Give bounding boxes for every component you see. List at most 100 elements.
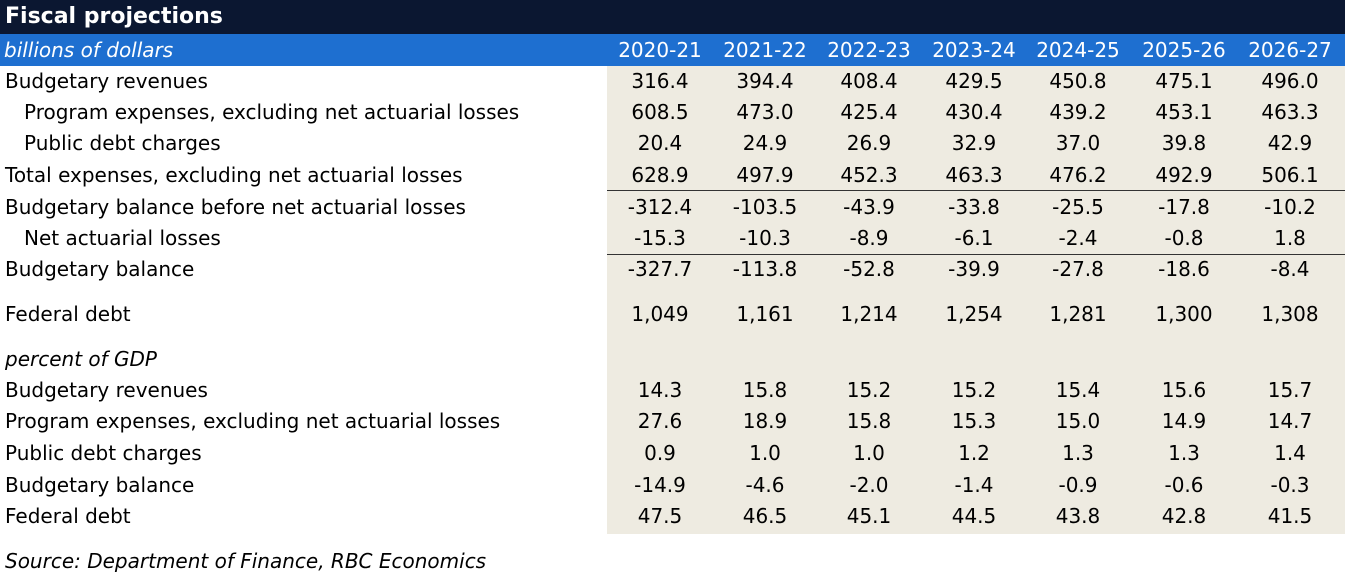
table-cell: 32.9	[951, 131, 997, 155]
table-cell: 14.9	[1161, 409, 1207, 433]
column-header: 2020-21	[618, 38, 702, 62]
table-cell: 1.4	[1274, 441, 1306, 465]
table-cell: 316.4	[631, 69, 689, 93]
row-label: Federal debt	[5, 504, 131, 528]
table-cell: -4.6	[745, 473, 785, 497]
table-cell: 453.1	[1155, 100, 1213, 124]
table-cell: 42.8	[1161, 504, 1207, 528]
table-cell: 430.4	[945, 100, 1003, 124]
table-cell: 0.9	[644, 441, 676, 465]
row-label: Total expenses, excluding net actuarial …	[5, 163, 463, 187]
table-cell: -2.4	[1058, 226, 1098, 250]
table-cell: 1,214	[840, 302, 898, 326]
table-cell: -0.6	[1164, 473, 1204, 497]
table-cell: 37.0	[1055, 131, 1101, 155]
column-header: 2021-22	[723, 38, 807, 62]
table-cell: 1.0	[853, 441, 885, 465]
table-cell: 27.6	[637, 409, 683, 433]
table-cell: 463.3	[1261, 100, 1319, 124]
table-cell: 1,300	[1155, 302, 1213, 326]
source-note: Source: Department of Finance, RBC Econo…	[5, 549, 487, 573]
table-cell: 1,049	[631, 302, 689, 326]
table-cell: 475.1	[1155, 69, 1213, 93]
table-cell: 1,281	[1049, 302, 1107, 326]
total-rule	[607, 254, 1345, 255]
row-label: Program expenses, excluding net actuaria…	[24, 100, 520, 124]
table-cell: -14.9	[634, 473, 686, 497]
table-cell: 15.2	[846, 378, 892, 402]
table-cell: 15.6	[1161, 378, 1207, 402]
row-label: Public debt charges	[24, 131, 221, 155]
row-label: Budgetary balance before net actuarial l…	[5, 195, 466, 219]
table-cell: 15.8	[846, 409, 892, 433]
table-cell: 1.2	[958, 441, 990, 465]
unit-label: billions of dollars	[4, 38, 174, 62]
column-header: 2023-24	[932, 38, 1016, 62]
table-cell: 26.9	[846, 131, 892, 155]
table-cell: -17.8	[1158, 195, 1210, 219]
table-cell: 15.0	[1055, 409, 1101, 433]
table-cell: 14.7	[1267, 409, 1313, 433]
table-cell: 47.5	[637, 504, 683, 528]
table-cell: 46.5	[742, 504, 788, 528]
table-cell: 1,161	[736, 302, 794, 326]
table-cell: -25.5	[1052, 195, 1104, 219]
table-cell: 15.2	[951, 378, 997, 402]
table-cell: -8.9	[849, 226, 889, 250]
table-cell: -1.4	[954, 473, 994, 497]
table-cell: 439.2	[1049, 100, 1107, 124]
table-cell: -6.1	[954, 226, 994, 250]
table-cell: -8.4	[1270, 257, 1310, 281]
table-cell: 628.9	[631, 163, 689, 187]
table-cell: 1.0	[749, 441, 781, 465]
table-cell: -103.5	[732, 195, 798, 219]
row-label: Public debt charges	[5, 441, 202, 465]
table-cell: 14.3	[637, 378, 683, 402]
column-header: 2022-23	[827, 38, 911, 62]
header-bar: billions of dollars 2020-21 2021-22 2022-2…	[0, 34, 1345, 66]
table-cell: 394.4	[736, 69, 794, 93]
table-cell: 15.3	[951, 409, 997, 433]
table-cell: 476.2	[1049, 163, 1107, 187]
table-title: Fiscal projections	[0, 0, 1345, 34]
table-cell: -0.3	[1270, 473, 1310, 497]
table-cell: 1.3	[1168, 441, 1200, 465]
table-cell: 452.3	[840, 163, 898, 187]
table-cell: -52.8	[843, 257, 895, 281]
table-cell: 408.4	[840, 69, 898, 93]
row-label: Budgetary revenues	[5, 69, 208, 93]
table-cell: 1,308	[1261, 302, 1319, 326]
table-cell: 41.5	[1267, 504, 1313, 528]
table-cell: -10.2	[1264, 195, 1316, 219]
table-cell: -0.9	[1058, 473, 1098, 497]
table-cell: 450.8	[1049, 69, 1107, 93]
table-cell: 45.1	[846, 504, 892, 528]
table-cell: 473.0	[736, 100, 794, 124]
total-rule	[607, 190, 1345, 191]
table-cell: 497.9	[736, 163, 794, 187]
table-cell: -0.8	[1164, 226, 1204, 250]
table-cell: 492.9	[1155, 163, 1213, 187]
table-cell: -113.8	[732, 257, 798, 281]
row-label: Budgetary balance	[5, 257, 195, 281]
row-label: Federal debt	[5, 302, 131, 326]
column-header: 2026-27	[1248, 38, 1332, 62]
column-header: 2025-26	[1142, 38, 1226, 62]
table-cell: 15.4	[1055, 378, 1101, 402]
table-cell: -27.8	[1052, 257, 1104, 281]
table-cell: -39.9	[948, 257, 1000, 281]
table-cell: 496.0	[1261, 69, 1319, 93]
table-cell: 44.5	[951, 504, 997, 528]
table-cell: 24.9	[742, 131, 788, 155]
table-cell: 506.1	[1261, 163, 1319, 187]
row-label: Program expenses, excluding net actuaria…	[5, 409, 501, 433]
table-cell: 43.8	[1055, 504, 1101, 528]
table-cell: 429.5	[945, 69, 1003, 93]
table-cell: 608.5	[631, 100, 689, 124]
table-cell: 20.4	[637, 131, 683, 155]
table-cell: -18.6	[1158, 257, 1210, 281]
table-cell: -10.3	[739, 226, 791, 250]
section-heading: percent of GDP	[5, 347, 157, 371]
row-label: Budgetary revenues	[5, 378, 208, 402]
row-label: Budgetary balance	[5, 473, 195, 497]
